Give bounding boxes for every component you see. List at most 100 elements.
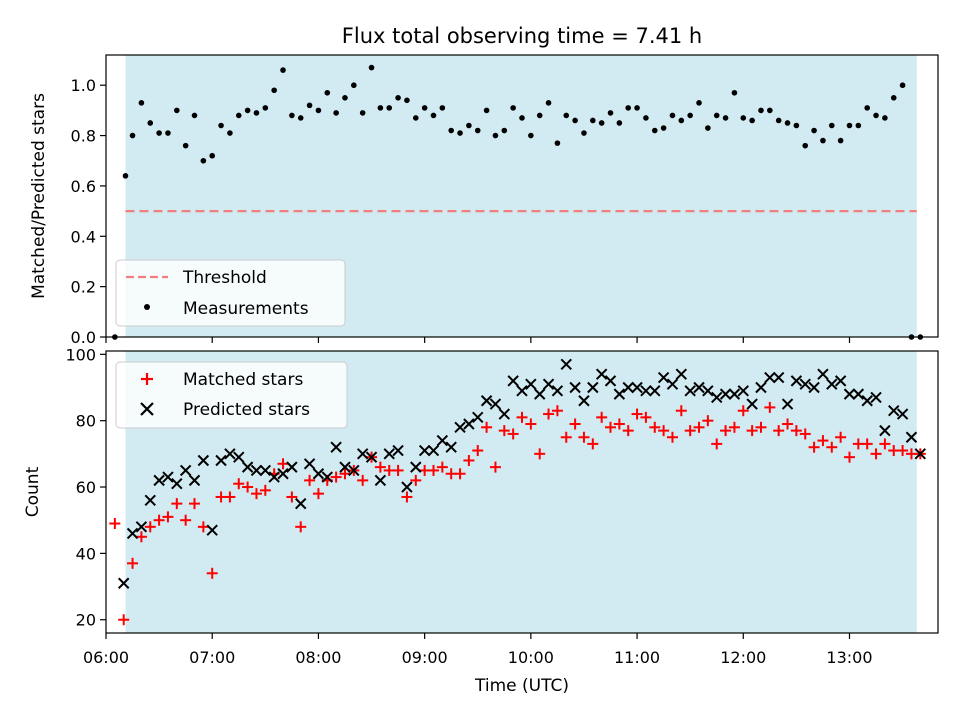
- predicted-star-point: [675, 368, 688, 380]
- predicted-star-point: [879, 424, 891, 437]
- measurement-point: [775, 117, 782, 124]
- predicted-star-point: [569, 381, 581, 394]
- matched-star-point: [534, 448, 546, 460]
- y-tick-label: 20: [76, 611, 96, 630]
- measurement-point: [660, 125, 667, 131]
- predicted-star-point: [427, 444, 440, 457]
- predicted-star-point: [826, 378, 838, 390]
- predicted-star-point: [233, 451, 245, 463]
- predicted-star-point: [144, 494, 156, 507]
- measurements-legend-label: Measurements: [183, 299, 309, 319]
- measurement-point: [554, 140, 561, 146]
- measurement-point: [846, 122, 853, 129]
- measurement-point: [890, 95, 897, 101]
- measurement-point: [457, 130, 463, 136]
- predicted-star-point: [728, 388, 741, 400]
- x-axis-label: Time (UTC): [474, 676, 569, 696]
- matched-star-point: [286, 491, 298, 503]
- x-tick-label: 06:00: [83, 648, 129, 667]
- predicted-star-point: [356, 448, 369, 460]
- ratio-panel: 0.0 0.2 0.4 0.6 0.8 1.0 Matched/Predicted sta…: [29, 54, 939, 347]
- x-tick-label: 13:00: [826, 648, 872, 667]
- matched-star-point: [171, 498, 183, 510]
- measurement-point: [227, 130, 233, 136]
- matched-star-point: [782, 418, 794, 430]
- measurement-point: [359, 110, 366, 116]
- matched-star-point: [525, 418, 537, 430]
- y-tick-label: 80: [76, 412, 96, 431]
- predicted-star-point: [188, 474, 201, 487]
- predicted-star-point: [817, 368, 829, 380]
- y-tick-label: 40: [76, 544, 96, 563]
- predicted-stars-series: [117, 358, 927, 589]
- predicted-star-point: [799, 378, 811, 390]
- matched-legend-swatch: [141, 373, 153, 385]
- measurement-point: [333, 110, 339, 116]
- matched-star-point: [153, 514, 165, 526]
- matched-star-point: [180, 514, 192, 526]
- measurement-point: [749, 117, 755, 124]
- matched-star-point: [427, 464, 439, 476]
- predicted-star-point: [374, 474, 387, 487]
- measurement-point: [218, 122, 224, 129]
- predicted-star-point: [348, 464, 360, 477]
- predicted-star-point: [693, 381, 705, 394]
- matched-star-point: [728, 421, 740, 433]
- measurement-point: [280, 67, 286, 73]
- measurement-point: [377, 105, 384, 111]
- matched-star-point: [675, 405, 687, 417]
- predicted-star-point: [436, 434, 449, 447]
- measurement-point: [837, 137, 844, 144]
- matched-star-point: [684, 425, 696, 437]
- matched-star-point: [250, 488, 262, 500]
- measurement-point: [873, 112, 879, 119]
- predicted-star-point: [657, 371, 670, 384]
- measurement-point: [122, 173, 129, 179]
- measurement-point: [466, 122, 472, 129]
- predicted-star-point: [684, 385, 696, 397]
- predicted-star-point: [321, 471, 333, 483]
- predicted-star-point: [640, 385, 652, 397]
- predicted-star-point: [896, 408, 909, 420]
- predicted-star-point: [861, 395, 873, 407]
- measurement-point: [501, 127, 508, 134]
- predicted-star-point: [764, 371, 776, 384]
- x-tick-label: 09:00: [402, 648, 448, 667]
- matched-star-point: [790, 425, 802, 437]
- predicted-star-point: [622, 381, 634, 394]
- matched-star-point: [773, 425, 785, 437]
- predicted-star-point: [286, 461, 298, 473]
- top-x-ticks: [105, 337, 851, 343]
- matched-star-point: [631, 408, 643, 420]
- matched-star-point: [162, 511, 174, 523]
- predicted-star-point: [746, 398, 758, 410]
- predicted-star-point: [215, 454, 227, 467]
- measurement-point: [572, 117, 578, 124]
- measurement-point: [138, 100, 145, 106]
- predicted-star-point: [870, 391, 882, 404]
- predicted-star-point: [834, 375, 847, 387]
- measurement-point: [882, 115, 888, 121]
- predicted-star-point: [162, 471, 174, 483]
- measurement-point: [590, 117, 596, 124]
- measurement-point: [395, 95, 401, 101]
- matched-star-point: [799, 428, 811, 440]
- measurement-point: [368, 64, 375, 71]
- predicted-star-point: [604, 375, 617, 387]
- measurement-point: [351, 82, 357, 89]
- measurement-point: [191, 112, 198, 119]
- bottom-axes-frame: [105, 350, 939, 634]
- matched-star-point: [666, 431, 678, 443]
- predicted-star-point: [595, 368, 608, 380]
- measurement-point: [324, 89, 331, 96]
- matched-star-point: [658, 425, 670, 437]
- predicted-star-point: [197, 454, 210, 467]
- measurement-point: [731, 89, 738, 96]
- predicted-star-point: [312, 468, 325, 480]
- predicted-star-point: [666, 378, 679, 390]
- measurement-point: [713, 112, 720, 119]
- y-tick-label: 0.2: [71, 278, 96, 297]
- matched-star-point: [649, 421, 661, 433]
- matched-star-point: [551, 405, 563, 417]
